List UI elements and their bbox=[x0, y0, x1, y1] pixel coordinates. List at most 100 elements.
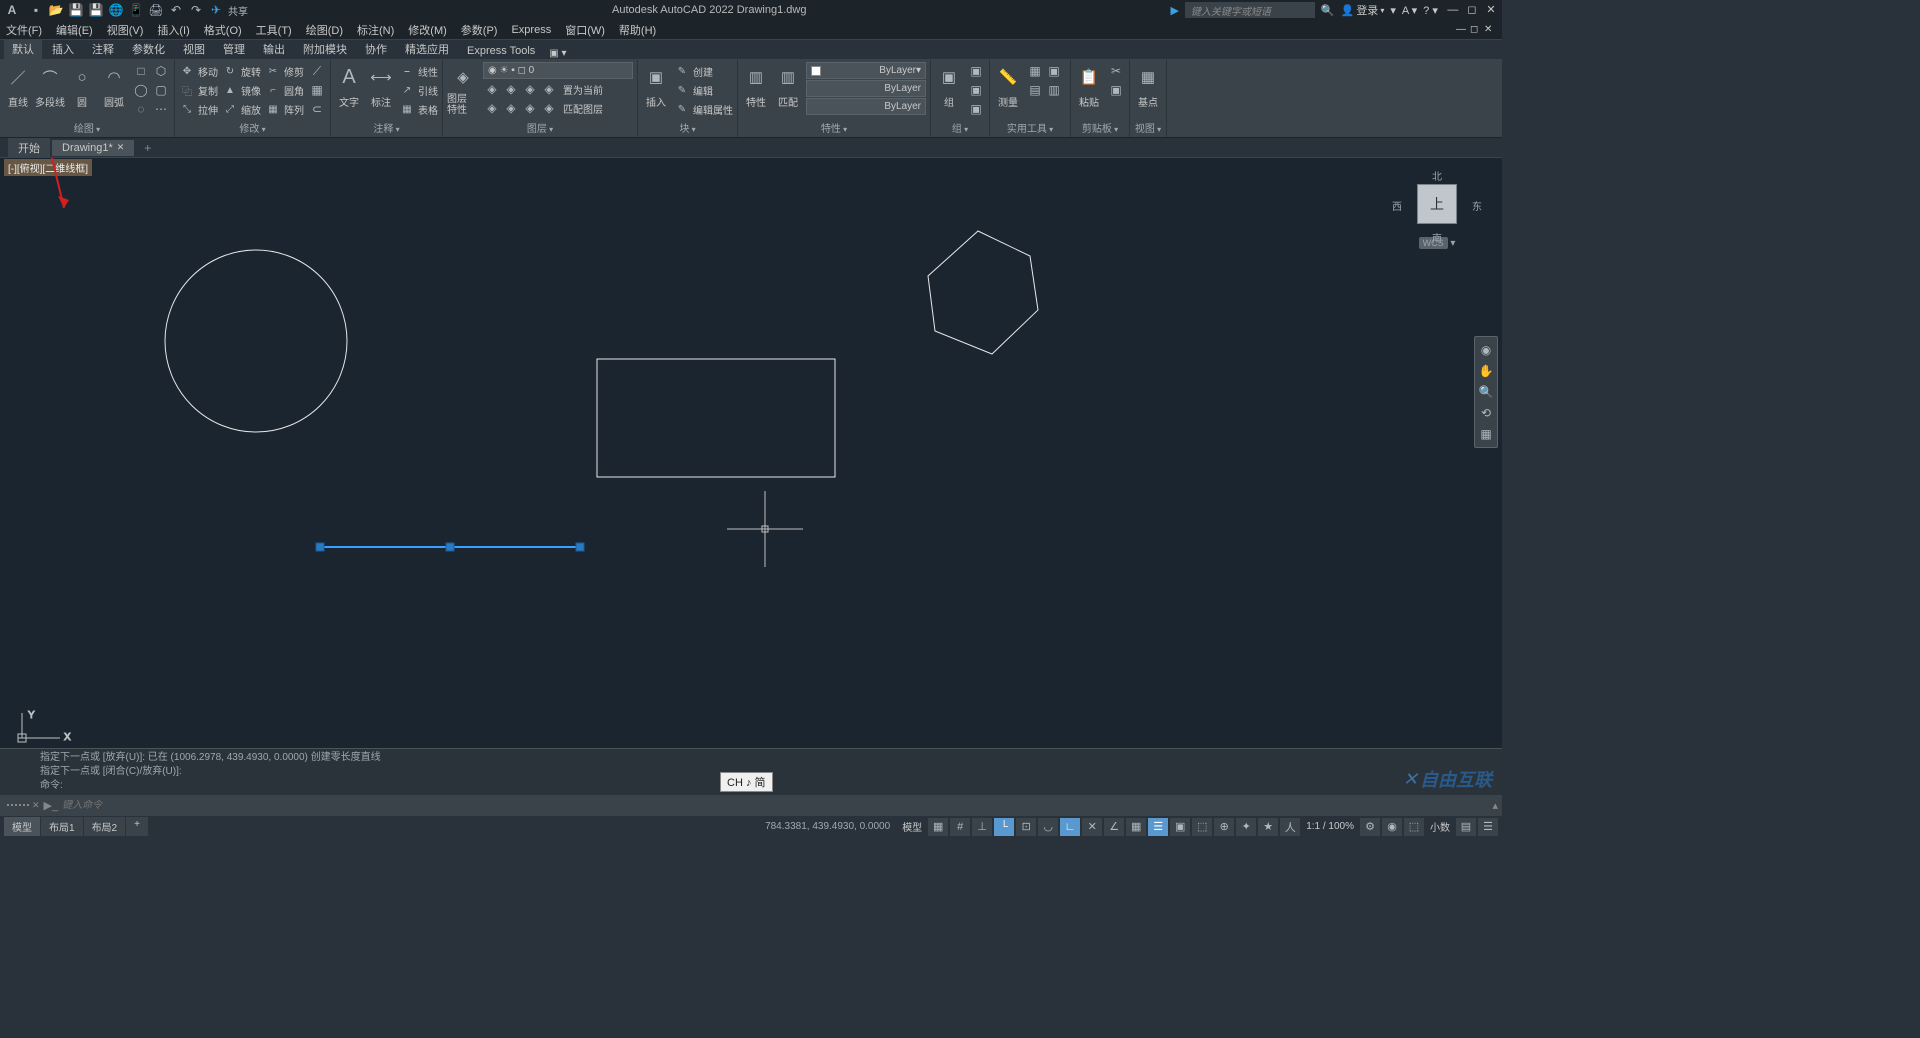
status-icon[interactable]: ⊡ bbox=[1016, 818, 1036, 836]
menu-item[interactable]: 工具(T) bbox=[256, 22, 292, 38]
setcurrent-button[interactable]: 置为当前 bbox=[563, 80, 603, 98]
ribbon-tab[interactable]: 管理 bbox=[215, 39, 253, 59]
menu-item[interactable]: 文件(F) bbox=[6, 22, 42, 38]
leader-button[interactable]: ↗引线 bbox=[399, 81, 438, 99]
autodesk-icon[interactable]: A ▾ bbox=[1402, 4, 1417, 17]
draw-icon[interactable]: ⬡ bbox=[152, 62, 170, 80]
panel-title[interactable]: 组 bbox=[935, 118, 985, 135]
status-icon[interactable]: ⚙ bbox=[1360, 818, 1380, 836]
info-icon[interactable]: ▶ bbox=[1170, 4, 1178, 17]
menu-item[interactable]: 标注(N) bbox=[357, 22, 394, 38]
nav-show-icon[interactable]: ▦ bbox=[1477, 425, 1495, 443]
status-icon[interactable]: ⊕ bbox=[1214, 818, 1234, 836]
array-button[interactable]: ▦阵列 bbox=[265, 100, 304, 118]
create-block-button[interactable]: ✎创建 bbox=[674, 62, 733, 80]
ribbon-tab[interactable]: 插入 bbox=[44, 39, 82, 59]
layer-icon[interactable]: ◈ bbox=[483, 99, 501, 117]
menu-item[interactable]: 插入(I) bbox=[157, 22, 189, 38]
plot-icon[interactable]: 🖨 bbox=[148, 2, 164, 18]
menu-item[interactable]: 视图(V) bbox=[107, 22, 144, 38]
status-icon[interactable]: ☰ bbox=[1148, 818, 1168, 836]
redo-icon[interactable]: ↷ bbox=[188, 2, 204, 18]
circle-button[interactable]: ○圆 bbox=[68, 62, 96, 109]
layer-icon[interactable]: ◈ bbox=[521, 80, 539, 98]
status-icon[interactable]: ✦ bbox=[1236, 818, 1256, 836]
arc-button[interactable]: ◠圆弧 bbox=[100, 62, 128, 109]
status-icon[interactable]: ∠ bbox=[1104, 818, 1124, 836]
save-icon[interactable]: 💾 bbox=[68, 2, 84, 18]
layout-tab[interactable]: 布局2 bbox=[84, 817, 127, 836]
help-icon[interactable]: ? ▾ bbox=[1423, 4, 1438, 17]
chevron-right-icon[interactable]: ▶_ bbox=[44, 799, 59, 812]
status-icon[interactable]: ∟ bbox=[1060, 818, 1080, 836]
layer-props-button[interactable]: ◈图层 特性 bbox=[447, 62, 479, 116]
panel-title[interactable]: 特性 bbox=[742, 118, 926, 135]
panel-title[interactable]: 绘图 bbox=[4, 118, 170, 135]
viewcube-face[interactable]: 上 bbox=[1417, 184, 1457, 224]
menu-item[interactable]: 参数(P) bbox=[461, 22, 498, 38]
share-icon[interactable]: ✈ bbox=[208, 2, 224, 18]
rotate-button[interactable]: ↻旋转 bbox=[222, 62, 261, 80]
status-icon[interactable]: # bbox=[950, 818, 970, 836]
undo-icon[interactable]: ↶ bbox=[168, 2, 184, 18]
util-icon[interactable]: ▦ bbox=[1026, 62, 1044, 80]
status-icon[interactable]: └ bbox=[994, 818, 1014, 836]
trim-button[interactable]: ✂修剪 bbox=[265, 62, 304, 80]
mdi-close-icon[interactable]: ✕ bbox=[1484, 24, 1496, 36]
linear-button[interactable]: ⎯线性 bbox=[399, 62, 438, 80]
panel-title[interactable]: 块 bbox=[642, 118, 733, 135]
edit-attr-button[interactable]: ✎编辑属性 bbox=[674, 100, 733, 118]
drawing-canvas[interactable]: [-][俯视][二维线框] Y X 北 西 上 东 南 WCS ▾ ◉ bbox=[0, 158, 1502, 748]
draw-icon[interactable]: ◯ bbox=[132, 81, 150, 99]
zoom-label[interactable]: 1:1 / 100% bbox=[1302, 821, 1358, 832]
ribbon-tab[interactable]: 协作 bbox=[357, 39, 395, 59]
help-search-input[interactable]: 键入关键字或短语 bbox=[1185, 2, 1315, 18]
modify-icon[interactable]: ▦ bbox=[308, 81, 326, 99]
scale-button[interactable]: ⤢缩放 bbox=[222, 100, 261, 118]
mirror-button[interactable]: ▲镜像 bbox=[222, 81, 261, 99]
polyline-button[interactable]: ⌒多段线 bbox=[36, 62, 64, 109]
status-icon[interactable]: ▦ bbox=[1126, 818, 1146, 836]
group-button[interactable]: ▣组 bbox=[935, 62, 963, 109]
copy-icon[interactable]: ▣ bbox=[1107, 81, 1125, 99]
panel-title[interactable]: 图层 bbox=[447, 118, 633, 135]
menu-item[interactable]: 帮助(H) bbox=[619, 22, 656, 38]
layer-icon[interactable]: ◈ bbox=[521, 99, 539, 117]
app-logo-icon[interactable]: A bbox=[4, 2, 20, 18]
line-button[interactable]: ／直线 bbox=[4, 62, 32, 109]
status-icon[interactable]: ◡ bbox=[1038, 818, 1058, 836]
ribbon-tab[interactable]: 视图 bbox=[175, 39, 213, 59]
matchlayer-button[interactable]: 匹配图层 bbox=[563, 99, 603, 117]
move-button[interactable]: ✥移动 bbox=[179, 62, 218, 80]
group-icon[interactable]: ▣ bbox=[967, 81, 985, 99]
search-icon[interactable]: 🔍 bbox=[1321, 4, 1335, 17]
props-button[interactable]: ▥特性 bbox=[742, 62, 770, 109]
panel-title[interactable]: 实用工具 bbox=[994, 118, 1066, 135]
draw-icon[interactable]: ◌ bbox=[132, 100, 150, 118]
menu-item[interactable]: 格式(O) bbox=[204, 22, 242, 38]
status-icon[interactable]: ▦ bbox=[928, 818, 948, 836]
status-icon[interactable]: ▤ bbox=[1456, 818, 1476, 836]
mdi-restore-icon[interactable]: ◻ bbox=[1470, 24, 1482, 36]
mobile-icon[interactable]: 📱 bbox=[128, 2, 144, 18]
status-icon[interactable]: ◉ bbox=[1382, 818, 1402, 836]
share-label[interactable]: 共享 bbox=[228, 2, 248, 18]
nav-orbit-icon[interactable]: ⟲ bbox=[1477, 404, 1495, 422]
space-label[interactable]: 模型 bbox=[898, 819, 926, 834]
modify-icon[interactable]: ⊂ bbox=[308, 100, 326, 118]
drag-handle-icon[interactable] bbox=[4, 804, 32, 806]
status-icon[interactable]: ★ bbox=[1258, 818, 1278, 836]
ribbon-tab[interactable]: 附加模块 bbox=[295, 39, 355, 59]
login-button[interactable]: 👤 登录 ▾ bbox=[1341, 2, 1385, 18]
layer-icon[interactable]: ◈ bbox=[483, 80, 501, 98]
close-icon[interactable]: ✕ bbox=[1484, 3, 1498, 17]
color-combo[interactable]: ByLayer ▾ bbox=[806, 62, 926, 79]
add-layout-button[interactable]: + bbox=[126, 817, 149, 836]
open-icon[interactable]: 📂 bbox=[48, 2, 64, 18]
new-icon[interactable]: ▪ bbox=[28, 2, 44, 18]
stretch-button[interactable]: ⤡拉伸 bbox=[179, 100, 218, 118]
status-icon[interactable]: ✕ bbox=[1082, 818, 1102, 836]
ribbon-tab[interactable]: Express Tools bbox=[459, 43, 543, 59]
canvas-svg[interactable]: Y X bbox=[0, 158, 1502, 748]
cart-icon[interactable]: ▾ bbox=[1390, 4, 1396, 17]
